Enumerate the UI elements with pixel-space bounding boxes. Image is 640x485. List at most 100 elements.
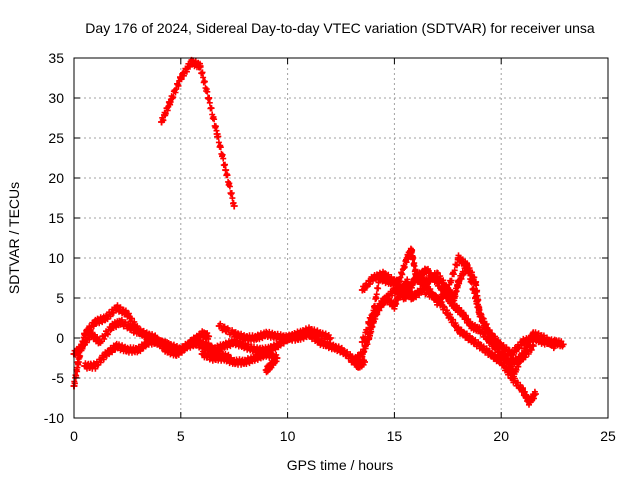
y-tick-label: 0: [56, 330, 64, 346]
data-point: [230, 202, 238, 210]
data-point: [294, 334, 302, 342]
data-point: [79, 342, 87, 350]
data-point: [205, 94, 213, 102]
y-tick-label: 5: [56, 290, 64, 306]
data-point: [412, 274, 420, 282]
data-point: [472, 278, 480, 286]
data-point: [123, 310, 131, 318]
data-point: [155, 338, 163, 346]
series-track-morning-3: [81, 336, 174, 372]
y-axis-label: SDTVAR / TECUs: [6, 182, 22, 294]
data-point: [418, 286, 426, 294]
data-point: [187, 58, 195, 66]
x-tick-label: 10: [280, 428, 296, 444]
data-point: [358, 286, 366, 294]
data-point: [380, 298, 388, 306]
data-point: [198, 342, 206, 350]
data-point: [407, 294, 415, 302]
x-axis-label: GPS time / hours: [287, 457, 394, 473]
data-point: [102, 314, 110, 322]
y-tick-label: -5: [52, 370, 65, 386]
data-point: [252, 334, 260, 342]
data-point: [173, 350, 181, 358]
data-point: [454, 254, 462, 262]
data-point: [531, 390, 539, 398]
data-point: [177, 74, 185, 82]
data-point: [222, 166, 230, 174]
y-tick-label: 15: [48, 210, 64, 226]
data-point: [365, 318, 373, 326]
data-point: [348, 358, 356, 366]
data-point: [91, 318, 99, 326]
x-tick-label: 20: [493, 428, 509, 444]
data-point: [358, 338, 366, 346]
data-point: [230, 358, 238, 366]
data-point: [459, 310, 467, 318]
data-point: [209, 354, 217, 362]
data-point: [487, 350, 495, 358]
data-point: [559, 340, 567, 348]
data-point: [220, 354, 228, 362]
data-point: [108, 322, 116, 330]
axis-ticks: 0 5 10 15 20 25 -10 -5 0 5 10 15 20 25 30 35: [44, 50, 616, 444]
data-point: [209, 346, 217, 354]
y-tick-label: -10: [44, 410, 64, 426]
data-point: [267, 362, 275, 370]
data-point: [230, 330, 238, 338]
data-point: [401, 290, 409, 298]
data-point: [540, 334, 548, 342]
data-point: [262, 330, 270, 338]
grid-lines: [74, 58, 608, 418]
data-point: [140, 330, 148, 338]
series-track-midday-c: [198, 348, 281, 376]
data-point: [454, 326, 462, 334]
data-point: [213, 130, 221, 138]
data-point: [145, 338, 153, 346]
data-point: [497, 350, 505, 358]
data-point: [241, 342, 249, 350]
data-point: [463, 262, 471, 270]
data-point: [390, 302, 398, 310]
data-point: [241, 358, 249, 366]
data-point: [198, 350, 206, 358]
series-track-high-arc: [158, 56, 238, 210]
data-point: [407, 246, 415, 254]
data-point: [166, 342, 174, 350]
data-point: [529, 330, 537, 338]
data-point: [284, 334, 292, 342]
data-point: [81, 330, 89, 338]
data-point: [508, 350, 516, 358]
data-point: [113, 342, 121, 350]
y-tick-label: 20: [48, 170, 64, 186]
data-point: [316, 338, 324, 346]
data-point: [87, 330, 95, 338]
data-point: [525, 398, 533, 406]
x-tick-label: 0: [70, 428, 78, 444]
plot-frame: [73, 57, 609, 419]
data-point: [422, 266, 430, 274]
data-point: [123, 346, 131, 354]
data-point: [360, 358, 368, 366]
data-point: [187, 338, 195, 346]
data-point: [508, 358, 516, 366]
data-series-layer: [70, 56, 567, 408]
data-point: [273, 342, 281, 350]
data-point: [444, 294, 452, 302]
x-tick-label: 15: [387, 428, 403, 444]
data-point: [113, 304, 121, 312]
data-point: [198, 330, 206, 338]
data-point: [403, 254, 411, 262]
x-tick-label: 25: [600, 428, 616, 444]
data-point: [487, 338, 495, 346]
data-point: [220, 342, 228, 350]
x-tick-label: 5: [177, 428, 185, 444]
data-point: [497, 358, 505, 366]
data-point: [305, 330, 313, 338]
data-point: [262, 350, 270, 358]
chart-title: Day 176 of 2024, Sidereal Day-to-day VTE…: [85, 20, 595, 36]
data-point: [96, 338, 104, 346]
data-point: [241, 334, 249, 342]
data-point: [91, 362, 99, 370]
